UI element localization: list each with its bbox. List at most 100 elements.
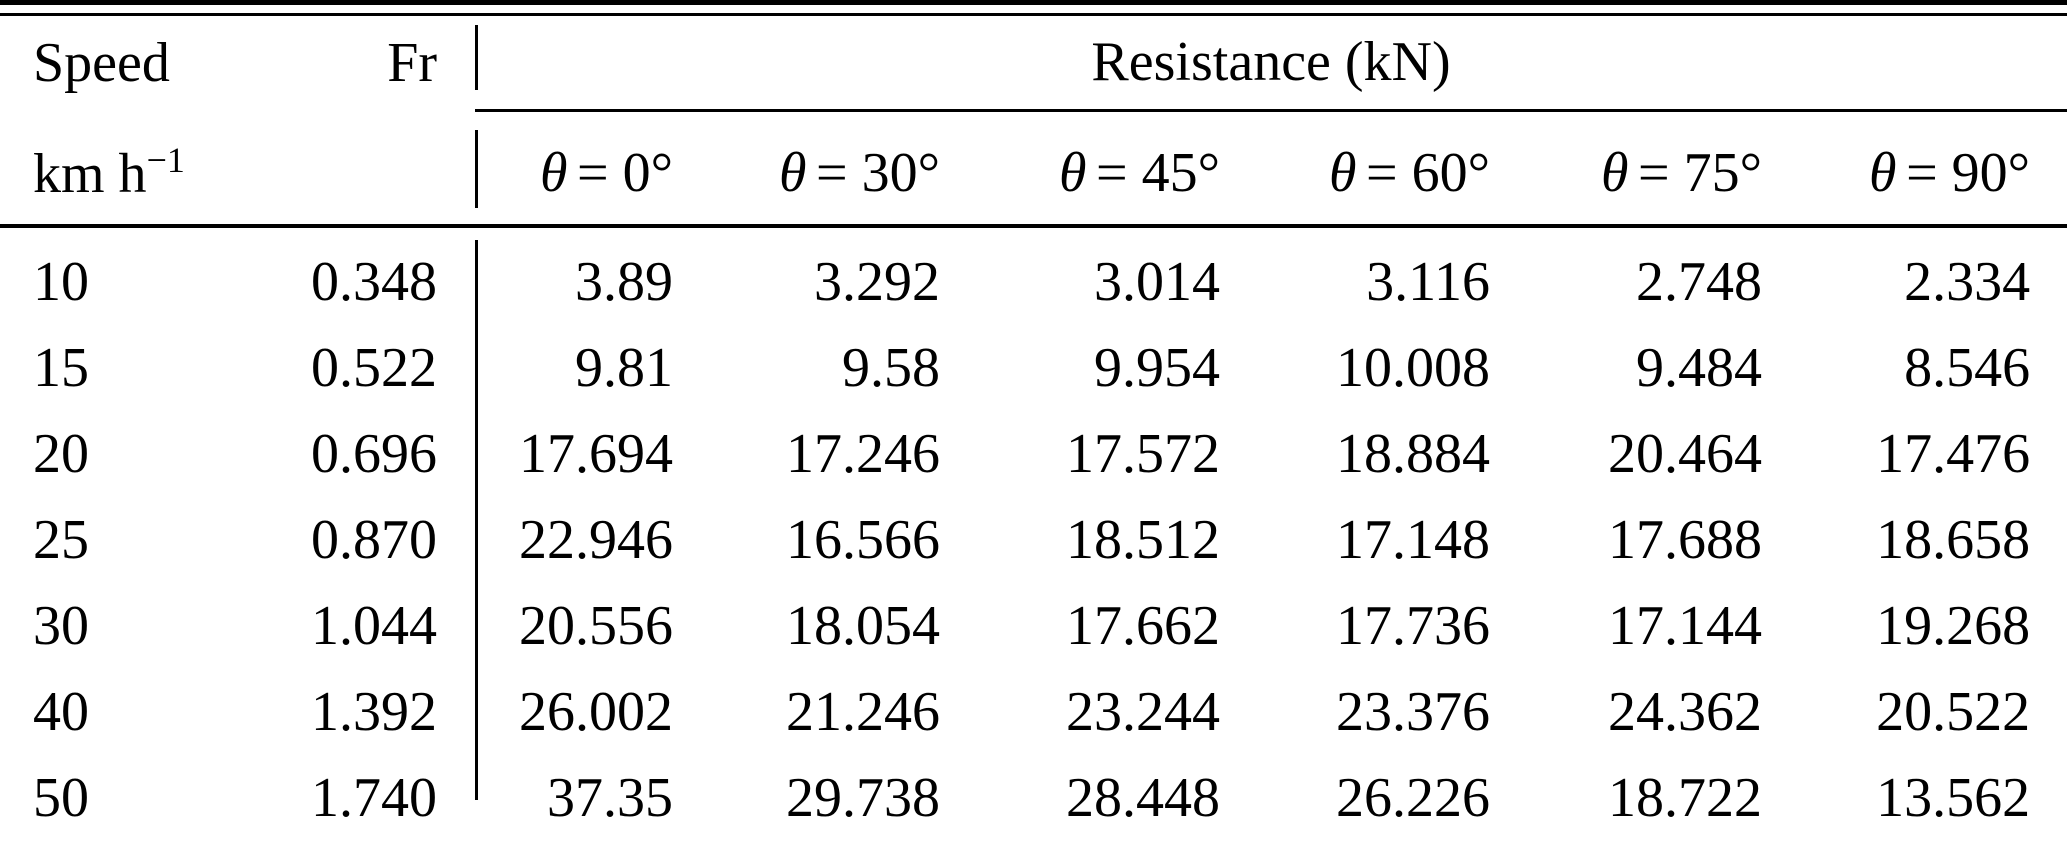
resistance-cell: 18.658 xyxy=(1876,509,2031,571)
resistance-cell: 23.376 xyxy=(1336,681,1490,743)
theta-symbol: θ xyxy=(1328,141,1357,204)
speed-cell: 60 xyxy=(0,830,240,847)
column-header-fr-spacer xyxy=(240,110,475,228)
column-separator-bar-header2 xyxy=(475,130,478,208)
resistance-cell: 8.546 xyxy=(1904,337,2031,399)
resistance-cell: 3.014 xyxy=(1094,251,1220,313)
resistance-cell: 16.566 xyxy=(786,509,940,571)
table-row: 25 0.870 22.946 16.566 18.512 17.148 17.… xyxy=(0,486,2067,572)
resistance-cell: 21.246 xyxy=(786,681,940,743)
theta-symbol: θ xyxy=(1869,141,1897,204)
column-header-speed-unit: km h−1 xyxy=(0,110,240,228)
speed-cell: 30 xyxy=(33,595,89,657)
table-row: 40 1.392 26.002 21.246 23.244 23.376 24.… xyxy=(0,658,2067,744)
resistance-cell: 37.35 xyxy=(547,767,673,829)
column-header-theta-45: θ = 45° xyxy=(977,110,1257,228)
resistance-cell: 26.002 xyxy=(519,681,673,743)
resistance-cell: 40.464 xyxy=(710,830,977,847)
speed-cell: 20 xyxy=(33,423,89,485)
resistance-cell: 20.464 xyxy=(1608,423,1762,485)
resistance-cell: 17.572 xyxy=(1066,423,1220,485)
speed-unit-exponent: −1 xyxy=(146,139,185,180)
theta-symbol: θ xyxy=(1600,141,1629,204)
resistance-cell: 23.244 xyxy=(1066,681,1220,743)
resistance-cell: 26.226 xyxy=(1336,767,1490,829)
table-row: 20 0.696 17.694 17.246 17.572 18.884 20.… xyxy=(0,400,2067,486)
resistance-cell: 18.054 xyxy=(786,595,940,657)
theta-value: = 45° xyxy=(1096,141,1220,204)
resistance-cell: 29.738 xyxy=(786,767,940,829)
table-row: 15 0.522 9.81 9.58 9.954 10.008 9.484 8.… xyxy=(0,314,2067,400)
fr-cell: 2.088 xyxy=(240,830,475,847)
resistance-cell: 17.476 xyxy=(1876,423,2031,485)
column-separator-bar-header1 xyxy=(475,25,478,90)
speed-cell: 50 xyxy=(33,767,89,829)
resistance-cell: 9.954 xyxy=(1094,337,1220,399)
resistance-cell: 9.58 xyxy=(842,337,940,399)
resistance-cell: 20.556 xyxy=(519,595,673,657)
resistance-cell: 13.562 xyxy=(1876,767,2031,829)
column-group-header-resistance: Resistance (kN) xyxy=(475,16,2067,112)
theta-symbol: θ xyxy=(778,141,807,204)
top-thin-rule xyxy=(0,13,2067,16)
resistance-cell: 50 xyxy=(475,830,710,847)
column-header-speed: Speed xyxy=(33,32,170,94)
column-header-theta-60: θ = 60° xyxy=(1257,110,1527,228)
theta-value: = 60° xyxy=(1366,141,1490,204)
resistance-cell: 17.246 xyxy=(786,423,940,485)
resistance-cell: 28.448 xyxy=(1066,767,1220,829)
fr-cell: 1.044 xyxy=(311,595,437,657)
fr-cell: 1.740 xyxy=(311,767,437,829)
resistance-cell: 9.81 xyxy=(575,337,673,399)
table-row: 10 0.348 3.89 3.292 3.014 3.116 2.748 2.… xyxy=(0,226,2067,314)
resistance-table: Speed Fr Resistance (kN) km h−1 θ = 0° θ =… xyxy=(0,16,2067,847)
resistance-cell: 24.362 xyxy=(1608,681,1762,743)
resistance-cell: 17.736 xyxy=(1336,595,1490,657)
table-row: 60 2.088 50 40.464 29.892 28.05 19.706 1… xyxy=(0,830,2067,847)
resistance-cell: 17.662 xyxy=(1066,595,1220,657)
theta-symbol: θ xyxy=(1058,141,1087,204)
resistance-cell: 18.512 xyxy=(1066,509,1220,571)
fr-cell: 0.348 xyxy=(311,251,437,313)
resistance-cell: 17.144 xyxy=(1608,595,1762,657)
column-separator-bar-body xyxy=(475,240,478,800)
header-row-1: Speed Fr Resistance (kN) xyxy=(0,16,2067,112)
theta-value: = 30° xyxy=(816,141,940,204)
fr-cell: 0.522 xyxy=(311,337,437,399)
resistance-cell: 28.05 xyxy=(1257,830,1527,847)
resistance-cell: 10.008 xyxy=(1336,337,1490,399)
resistance-cell: 3.89 xyxy=(575,251,673,313)
speed-cell: 25 xyxy=(33,509,89,571)
resistance-cell: 20.522 xyxy=(1876,681,2031,743)
top-gap xyxy=(0,5,2067,13)
resistance-cell: 2.334 xyxy=(1904,251,2031,313)
table-row: 30 1.044 20.556 18.054 17.662 17.736 17.… xyxy=(0,572,2067,658)
resistance-cell: 22.946 xyxy=(519,509,673,571)
resistance-cell: 18.722 xyxy=(1608,767,1762,829)
resistance-cell: 19.268 xyxy=(1876,595,2031,657)
fr-cell: 0.870 xyxy=(311,509,437,571)
theta-value: = 75° xyxy=(1638,141,1762,204)
resistance-cell: 17.148 xyxy=(1336,509,1490,571)
column-header-theta-0: θ = 0° xyxy=(475,110,710,228)
column-header-fr: Fr xyxy=(387,32,437,94)
resistance-cell: 18.884 xyxy=(1336,423,1490,485)
top-thick-rule xyxy=(0,0,2067,5)
speed-unit-base: km h xyxy=(33,142,147,205)
fr-cell: 0.696 xyxy=(311,423,437,485)
theta-value: = 0° xyxy=(577,141,673,204)
column-header-theta-90: θ = 90° xyxy=(1799,110,2067,228)
theta-value: = 90° xyxy=(1906,141,2031,204)
resistance-cell: 3.292 xyxy=(814,251,940,313)
resistance-cell: 2.748 xyxy=(1636,251,1762,313)
resistance-cell: 17.694 xyxy=(519,423,673,485)
speed-cell: 40 xyxy=(33,681,89,743)
header-row-2: km h−1 θ = 0° θ = 30° θ = 45° θ = 60° θ = 75°… xyxy=(0,110,2067,228)
fr-cell: 1.392 xyxy=(311,681,437,743)
column-header-theta-75: θ = 75° xyxy=(1527,110,1799,228)
table-row: 50 1.740 37.35 29.738 28.448 26.226 18.7… xyxy=(0,744,2067,830)
resistance-cell: 29.892 xyxy=(977,830,1257,847)
resistance-cell: 15.17 xyxy=(1799,830,2067,847)
theta-symbol: θ xyxy=(539,141,568,204)
